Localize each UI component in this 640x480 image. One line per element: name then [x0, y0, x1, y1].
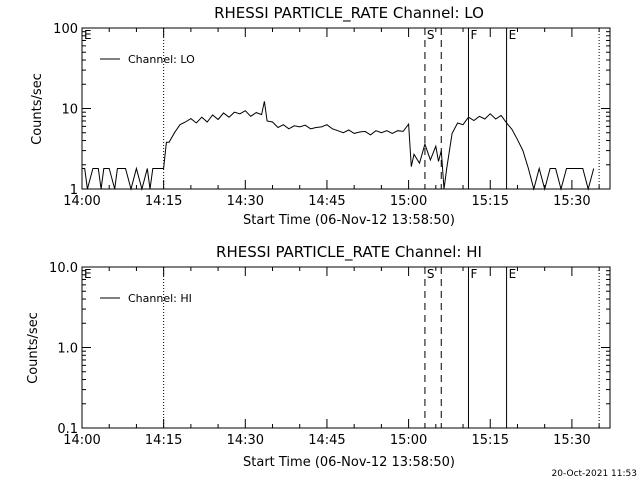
legend-label: Channel: LO: [128, 53, 195, 66]
x-tick-label: 15:15: [472, 433, 509, 448]
chart-panel-hi: RHESSI PARTICLE_RATE Channel: HI 0.1 1.0 1…: [26, 243, 611, 470]
y-tick-label: 1: [70, 183, 78, 198]
y-tick-label: 10: [61, 103, 78, 118]
y-tick-label: 1.0: [57, 342, 78, 357]
x-tick-label: 15:30: [553, 433, 590, 448]
x-tick-label: 14:45: [308, 194, 345, 209]
event-marker-label: S: [427, 267, 435, 281]
x-tick-label: 15:30: [553, 194, 590, 209]
chart-title: RHESSI PARTICLE_RATE Channel: HI: [216, 243, 482, 262]
event-marker-label: E: [84, 267, 92, 281]
event-marker-label: E: [509, 28, 517, 42]
x-axis-label: Start Time (06-Nov-12 13:58:50): [243, 213, 455, 228]
x-tick-label: 14:00: [63, 194, 100, 209]
chart-panel-lo: RHESSI PARTICLE_RATE Channel: LO 1101001…: [30, 4, 611, 228]
plot-marks: 0.1 1.0 10.0 14:00 14:15 14:30 14:45 15:00 15:15…: [49, 261, 610, 448]
plot-marks: 1 10 100 14:00 14:15 14:30 14:45 15:00 15:15 15:3…: [53, 22, 610, 209]
x-tick-label: 15:00: [390, 433, 427, 448]
event-marker-label: F: [470, 28, 477, 42]
y-axis-label: Counts/sec: [26, 312, 41, 384]
y-tick-label: 10.0: [49, 261, 78, 276]
series-line: [82, 101, 595, 191]
x-axis-label: Start Time (06-Nov-12 13:58:50): [243, 455, 455, 470]
y-tick-label: 100: [53, 22, 78, 37]
chart-title: RHESSI PARTICLE_RATE Channel: LO: [214, 4, 484, 23]
y-axis-label: Counts/sec: [30, 73, 45, 145]
x-tick-label: 15:15: [472, 194, 509, 209]
x-tick-label: 14:00: [63, 433, 100, 448]
x-tick-label: 14:45: [308, 433, 345, 448]
event-marker-label: E: [84, 28, 92, 42]
x-tick-label: 14:30: [227, 194, 264, 209]
event-marker-label: F: [470, 267, 477, 281]
y-tick-label: 0.1: [57, 422, 78, 437]
x-tick-label: 14:30: [227, 433, 264, 448]
x-tick-label: 14:15: [145, 194, 182, 209]
x-tick-label: 15:00: [390, 194, 427, 209]
x-tick-label: 14:15: [145, 433, 182, 448]
event-marker-label: E: [509, 267, 517, 281]
footer-timestamp: 20-Oct-2021 11:53: [552, 469, 637, 479]
event-marker-label: S: [427, 28, 435, 42]
legend-label: Channel: HI: [128, 292, 192, 305]
